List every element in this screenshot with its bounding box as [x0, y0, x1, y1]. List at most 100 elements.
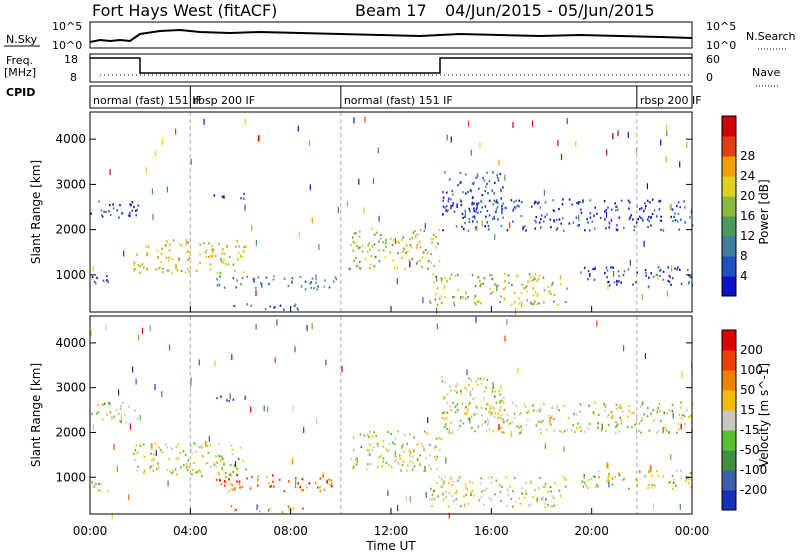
power-cell — [515, 199, 517, 202]
velocity-cell — [216, 397, 218, 400]
velocity-cell — [120, 404, 122, 408]
velocity-cell — [662, 475, 665, 478]
power-cell — [616, 205, 618, 208]
power-cell — [169, 243, 171, 246]
power-cell — [102, 279, 105, 282]
velocity-colorbar-swatch — [722, 430, 736, 451]
power-cell — [459, 172, 462, 175]
velocity-cell — [617, 472, 620, 475]
power-cell — [299, 275, 302, 279]
power-cell — [495, 208, 498, 211]
velocity-cell — [518, 432, 521, 435]
power-cell — [534, 273, 537, 276]
power-cell — [409, 237, 411, 240]
velocity-cell — [442, 498, 445, 501]
velocity-cell — [583, 476, 585, 479]
power-cell — [434, 298, 437, 301]
velocity-cell — [258, 510, 261, 513]
velocity-cell — [479, 482, 482, 485]
power-cell — [547, 291, 550, 294]
velocity-cell — [446, 393, 449, 396]
velocity-cell — [209, 465, 212, 469]
power-cell — [650, 215, 652, 219]
power-cell — [622, 273, 625, 277]
power-cell — [582, 199, 584, 202]
power-cell — [478, 300, 480, 303]
power-noise — [543, 189, 545, 196]
power-cell — [490, 274, 493, 277]
power-cell — [317, 285, 319, 288]
power-cell — [471, 203, 473, 206]
velocity-cell — [665, 429, 668, 432]
velocity-cell — [438, 475, 441, 479]
power-cell — [606, 269, 609, 272]
power-cell — [442, 229, 444, 232]
power-cell — [433, 265, 435, 268]
power-cell — [146, 254, 148, 257]
velocity-cell — [635, 431, 638, 434]
power-cell — [93, 280, 96, 283]
velocity-ytick-label: 4000 — [55, 336, 86, 350]
x-axis-label: Time UT — [365, 539, 416, 553]
power-cell — [348, 267, 350, 270]
power-cell — [453, 210, 456, 213]
power-cell — [480, 210, 482, 213]
power-cell — [445, 209, 447, 212]
velocity-cell — [502, 401, 505, 404]
power-cell — [440, 302, 442, 305]
velocity-cell — [184, 453, 187, 456]
velocity-cell — [483, 397, 485, 400]
velocity-noise — [670, 454, 672, 460]
velocity-cell — [640, 419, 643, 422]
power-cell — [219, 275, 221, 278]
velocity-cell — [690, 414, 692, 417]
power-cell — [470, 190, 473, 193]
power-cell — [442, 205, 445, 208]
velocity-cell — [382, 440, 385, 443]
cpid-segment-label: normal (fast) 151 IF — [344, 94, 453, 107]
power-cell — [476, 173, 479, 176]
power-cell — [430, 261, 432, 264]
velocity-cell — [454, 389, 456, 392]
velocity-cell — [236, 473, 238, 477]
power-cell — [562, 198, 564, 201]
velocity-colorbar-tick: -15 — [740, 423, 760, 437]
velocity-cell — [639, 405, 642, 409]
velocity-cell — [449, 432, 452, 435]
power-cell — [165, 256, 168, 259]
power-noise — [496, 285, 498, 292]
power-cell — [369, 267, 371, 270]
power-cell — [210, 254, 212, 257]
velocity-cell — [538, 487, 540, 490]
velocity-cell — [646, 415, 649, 418]
power-cell — [450, 198, 452, 201]
velocity-cell — [681, 413, 684, 417]
power-cell — [220, 272, 222, 275]
velocity-cell — [169, 470, 171, 473]
power-cell — [503, 298, 506, 301]
power-noise — [255, 240, 257, 246]
power-cell — [525, 286, 527, 289]
power-noise — [446, 134, 448, 141]
power-cell — [369, 263, 372, 266]
power-noise — [92, 265, 94, 272]
power-cell — [371, 245, 374, 248]
velocity-cell — [171, 447, 173, 450]
velocity-cell — [604, 405, 607, 408]
velocity-cell — [326, 481, 328, 484]
velocity-cell — [678, 413, 681, 416]
power-cell — [648, 276, 650, 279]
power-cell — [547, 285, 549, 288]
power-cell — [309, 282, 311, 285]
velocity-cell — [322, 475, 325, 478]
velocity-cell — [485, 420, 487, 423]
velocity-cell — [185, 466, 188, 469]
velocity-cell — [683, 414, 686, 418]
velocity-cell — [468, 377, 470, 380]
velocity-cell — [490, 411, 493, 415]
velocity-cell — [323, 488, 326, 491]
power-cell — [355, 232, 357, 235]
power-cell — [459, 182, 461, 185]
power-cell — [433, 233, 435, 236]
power-cell — [611, 266, 614, 269]
